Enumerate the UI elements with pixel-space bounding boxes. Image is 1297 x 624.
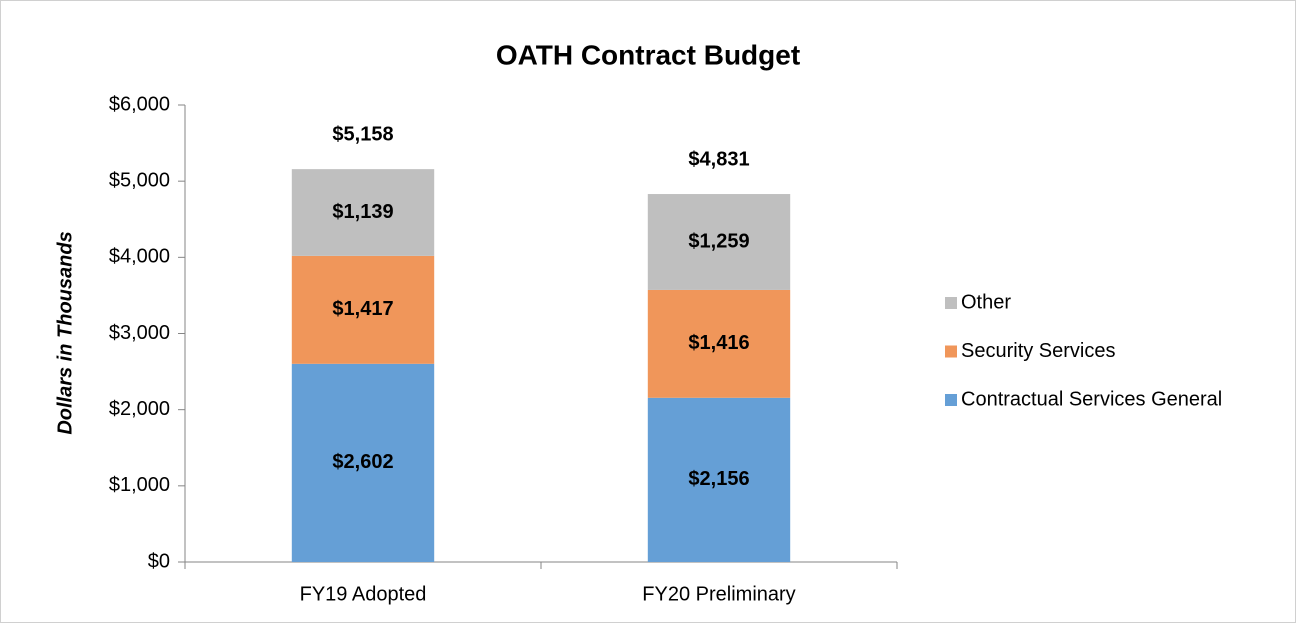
y-tick-label: $0 [148, 550, 170, 572]
x-tick-label: FY19 Adopted [300, 583, 427, 605]
y-tick-label: $2,000 [109, 398, 170, 420]
y-tick-label: $6,000 [109, 93, 170, 115]
total-label: $5,158 [332, 123, 393, 145]
legend-label: Contractual Services General [961, 388, 1222, 410]
legend-label: Other [961, 291, 1011, 313]
y-axis-label: Dollars in Thousands [54, 231, 76, 434]
y-tick-label: $4,000 [109, 246, 170, 268]
value-label: $1,417 [332, 298, 393, 320]
value-label: $2,602 [332, 451, 393, 473]
value-label: $1,259 [688, 230, 749, 252]
legend-swatch [945, 345, 957, 358]
bar-segment [647, 397, 791, 562]
value-label: $1,139 [332, 201, 393, 223]
value-label: $2,156 [688, 468, 749, 490]
value-label: $1,416 [688, 332, 749, 354]
y-tick-label: $1,000 [109, 474, 170, 496]
bar-segment [291, 363, 435, 562]
y-tick-label: $5,000 [109, 169, 170, 191]
y-tick-label: $3,000 [109, 322, 170, 344]
bar-segment [291, 169, 435, 256]
total-label: $4,831 [688, 148, 749, 170]
bar-segment [647, 289, 791, 398]
legend-swatch [945, 394, 957, 406]
legend-swatch [945, 297, 957, 309]
bar-segment [647, 194, 791, 290]
bar-segment [291, 255, 435, 364]
chart-title: OATH Contract Budget [496, 39, 800, 70]
x-tick-label: FY20 Preliminary [642, 583, 795, 605]
legend-label: Security Services [961, 340, 1116, 362]
